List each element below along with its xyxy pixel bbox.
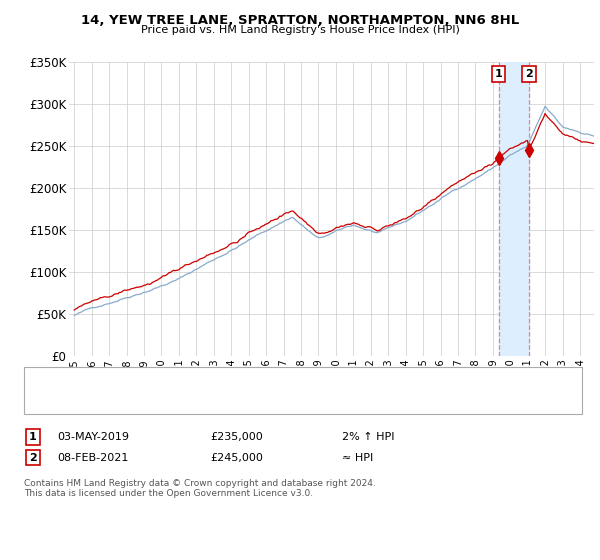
Text: 1: 1 xyxy=(29,432,37,442)
Text: 2: 2 xyxy=(29,452,37,463)
Text: 2% ↑ HPI: 2% ↑ HPI xyxy=(342,432,395,442)
Text: 1: 1 xyxy=(495,69,502,79)
Text: 08-FEB-2021: 08-FEB-2021 xyxy=(57,452,128,463)
Bar xyxy=(499,62,529,356)
Text: Contains HM Land Registry data © Crown copyright and database right 2024.
This d: Contains HM Land Registry data © Crown c… xyxy=(24,479,376,498)
Text: ≈ HPI: ≈ HPI xyxy=(342,452,373,463)
Text: £235,000: £235,000 xyxy=(210,432,263,442)
Text: HPI: Average price, semi-detached house, West Northamptonshire: HPI: Average price, semi-detached house,… xyxy=(72,396,396,406)
Text: 2: 2 xyxy=(525,69,533,79)
Text: £245,000: £245,000 xyxy=(210,452,263,463)
Text: Price paid vs. HM Land Registry's House Price Index (HPI): Price paid vs. HM Land Registry's House … xyxy=(140,25,460,35)
Text: 14, YEW TREE LANE, SPRATTON, NORTHAMPTON, NN6 8HL (semi-detached house): 14, YEW TREE LANE, SPRATTON, NORTHAMPTON… xyxy=(72,375,475,385)
Text: 14, YEW TREE LANE, SPRATTON, NORTHAMPTON, NN6 8HL: 14, YEW TREE LANE, SPRATTON, NORTHAMPTON… xyxy=(81,14,519,27)
Text: 03-MAY-2019: 03-MAY-2019 xyxy=(57,432,129,442)
